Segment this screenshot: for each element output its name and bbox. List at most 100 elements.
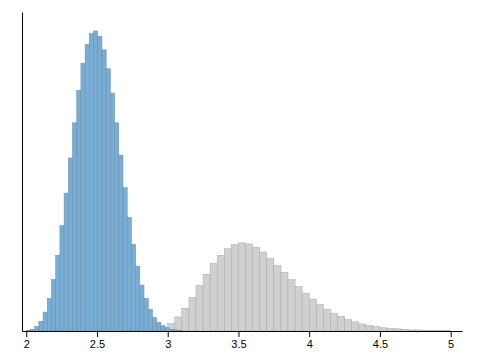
histogram-bar [94, 31, 98, 331]
histogram-bar [89, 34, 93, 331]
histogram-bar [359, 324, 366, 331]
histogram-bar [246, 244, 253, 331]
histogram-bar [140, 285, 144, 331]
x-tick: 4 [307, 331, 313, 350]
chart: 2 2.5 3 3.5 4 4.5 5 [0, 0, 484, 363]
histogram-bar [131, 244, 135, 331]
x-tick-label: 2 [24, 338, 30, 350]
x-axis: 2 2.5 3 3.5 4 4.5 5 [23, 331, 463, 350]
histogram-bar [115, 123, 119, 331]
x-tick-label: 2.5 [90, 338, 105, 350]
histogram-bar [152, 317, 156, 331]
histogram-bar [309, 299, 316, 331]
histogram-bar [394, 329, 401, 331]
histogram-bar [302, 293, 309, 331]
histogram-bar [127, 217, 131, 331]
histogram-bar [444, 330, 451, 331]
histogram-bar [217, 255, 224, 331]
x-tick-mark [26, 331, 27, 337]
histogram-bar [210, 263, 217, 331]
y-axis-line [22, 13, 23, 332]
histogram-bar [224, 249, 231, 331]
histogram-bar [106, 69, 110, 331]
histogram-bar [366, 326, 373, 331]
histogram-bar [316, 305, 323, 331]
histogram-bar [123, 188, 127, 331]
histogram-bar [330, 313, 337, 331]
histogram-bar [157, 322, 161, 331]
x-tick: 2 [24, 331, 30, 350]
histogram-bar [345, 320, 352, 331]
x-tick-mark [168, 331, 169, 337]
histogram-bar [182, 308, 189, 331]
histogram-bar [77, 90, 81, 331]
histogram-bar [43, 312, 47, 331]
histogram-bar [274, 266, 281, 331]
histogram-bar [281, 273, 288, 331]
series [26, 31, 182, 331]
x-tick-label: 3 [165, 338, 171, 350]
histogram-bar [323, 309, 330, 331]
histogram-bar [47, 299, 51, 331]
histogram-bar [35, 327, 39, 331]
histogram-bar [161, 326, 165, 331]
histogram-bar [260, 252, 267, 331]
histogram-bar [401, 329, 408, 331]
histogram-bar [178, 330, 182, 331]
histogram-bar [173, 330, 177, 331]
y-axis [22, 13, 23, 332]
histogram-bar [169, 329, 173, 331]
histogram-bar [98, 36, 102, 331]
histogram-bar [267, 259, 274, 331]
histogram-bar [231, 244, 238, 331]
histogram-bar [144, 299, 148, 331]
histogram-bar [39, 321, 43, 331]
histogram-bar [119, 155, 123, 331]
histogram-bar [429, 330, 436, 331]
histogram-bar [85, 44, 89, 331]
histogram-bar [203, 274, 210, 331]
histogram-bar [136, 266, 140, 331]
histogram-bar [337, 316, 344, 331]
x-tick-mark [97, 331, 98, 337]
histogram-bar [165, 328, 169, 331]
x-tick-mark [451, 331, 452, 337]
histogram-bar [73, 123, 77, 331]
histogram-bar [26, 330, 30, 331]
x-axis-line [23, 331, 463, 332]
histogram-bar [253, 247, 260, 331]
histogram-bar [437, 330, 444, 331]
histogram-bar [102, 50, 106, 331]
histogram-bar [68, 158, 72, 331]
histogram-bar [189, 297, 196, 331]
x-tick-label: 5 [448, 338, 454, 350]
histogram-bar [110, 93, 114, 331]
x-tick: 3 [165, 331, 171, 350]
x-tick-mark [380, 331, 381, 337]
histogram-bar [148, 309, 152, 331]
histogram-bar [238, 243, 245, 331]
histogram-bar [415, 330, 422, 331]
x-tick-label: 3.5 [231, 338, 246, 350]
x-tick: 4.5 [373, 331, 388, 350]
histogram-bar [175, 317, 182, 331]
x-tick-mark [309, 331, 310, 337]
histogram-bar [295, 287, 302, 331]
histogram-bar [196, 286, 203, 331]
plot-area [26, 31, 450, 331]
histogram-bar [81, 63, 85, 331]
x-tick-label: 4 [307, 338, 313, 350]
histogram-bar [288, 280, 295, 331]
histogram-bar [352, 322, 359, 331]
histogram-bar [422, 330, 429, 331]
histogram-bar [408, 330, 415, 331]
histogram-bar [60, 226, 64, 331]
x-tick: 5 [448, 331, 454, 350]
histogram-bar [387, 328, 394, 331]
series [154, 243, 451, 331]
x-tick: 2.5 [90, 331, 105, 350]
x-tick: 3.5 [231, 331, 246, 350]
histogram-bar [380, 328, 387, 331]
histogram-bar [64, 193, 68, 331]
histogram-bar [51, 280, 55, 331]
